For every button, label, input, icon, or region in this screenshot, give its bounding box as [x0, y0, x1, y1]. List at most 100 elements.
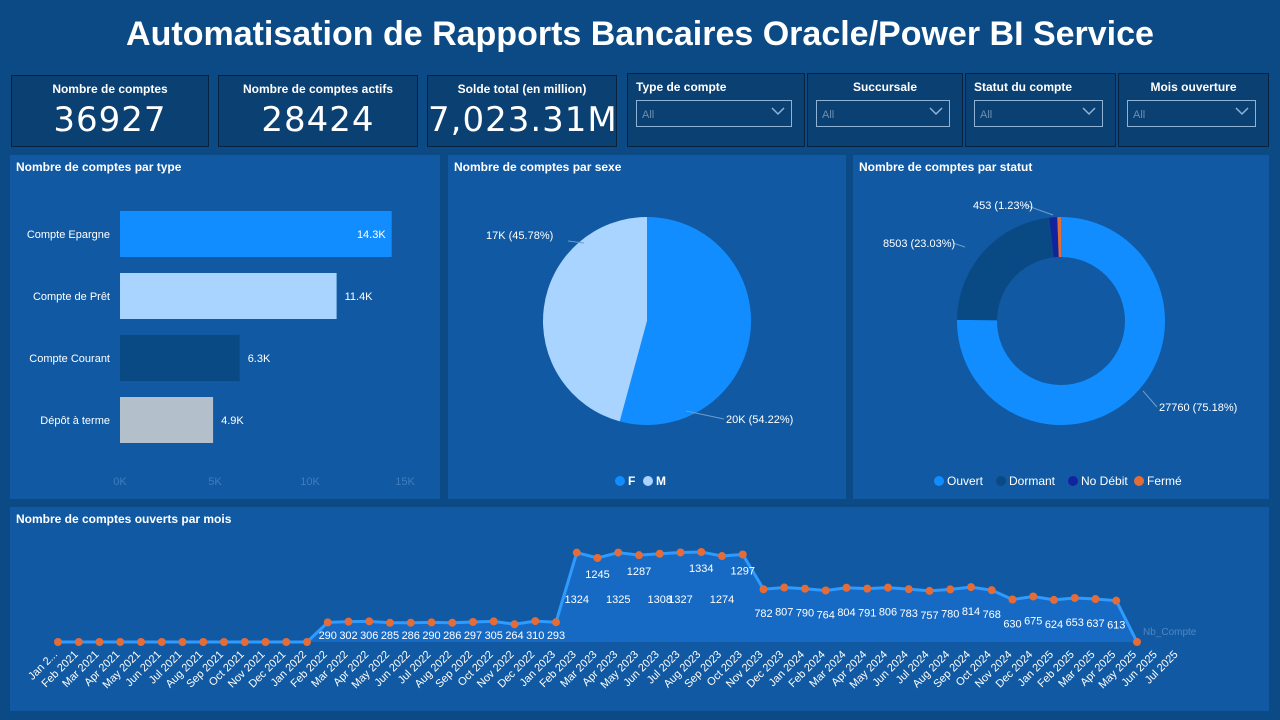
data-point: [386, 618, 394, 627]
panel-accounts-opened-by-month: Nombre de comptes ouverts par mois 290 30…: [10, 507, 1269, 711]
data-label: 1325: [606, 594, 630, 606]
data-point: [116, 638, 125, 646]
data-point: [282, 638, 291, 646]
legend-marker: [934, 476, 944, 486]
data-point: [1112, 596, 1121, 605]
data-point: [987, 586, 996, 595]
data-label: 1327: [668, 594, 692, 606]
donut-chart: 27760 (75.18%) 8503 (23.03%) 453 (1.23%) Ou…: [883, 200, 1237, 488]
page-title: Automatisation de Rapports Bancaires Ora…: [126, 14, 1154, 53]
data-label: 783: [900, 608, 918, 620]
data-label: 6.3K: [248, 353, 271, 365]
slicer-dropdown-account-type[interactable]: All: [636, 100, 792, 127]
slicer-value: All: [642, 109, 655, 121]
chevron-down-icon: [771, 107, 785, 116]
slicer-value: All: [1133, 109, 1146, 121]
leader-line: [685, 410, 725, 420]
data-point: [510, 620, 519, 629]
data-point: [655, 549, 664, 558]
slicer-dropdown-branch[interactable]: All: [816, 100, 950, 127]
data-label: 1287: [627, 566, 651, 578]
kpi-value: 28424: [261, 100, 375, 140]
slicer-dropdown-account-status[interactable]: All: [974, 100, 1103, 127]
legend-label: Fermé: [1147, 474, 1182, 488]
data-point: [904, 585, 913, 594]
data-point: [199, 638, 208, 646]
chevron-down-icon: [1082, 107, 1096, 116]
data-label: 768: [983, 609, 1001, 621]
kpi-card-total-balance[interactable]: Solde total (en million) 7,023.31M: [427, 75, 617, 147]
chart-title: Nombre de comptes ouverts par mois: [16, 512, 232, 526]
data-point: [780, 583, 789, 592]
x-tick-label: 10K: [300, 476, 320, 488]
data-point: [54, 638, 62, 646]
kpi-card-total-accounts[interactable]: Nombre de comptes 36927: [11, 75, 209, 147]
legend-label: Ouvert: [947, 474, 984, 488]
leader-line: [1142, 390, 1158, 408]
data-label: 637: [1086, 618, 1104, 630]
data-point: [801, 584, 809, 593]
legend-marker: [1134, 476, 1144, 486]
chart-title: Nombre de comptes par type: [16, 160, 182, 174]
x-tick-label: 0K: [113, 476, 127, 488]
data-label: 285: [381, 630, 399, 642]
data-label: 14.3K: [357, 229, 386, 241]
data-label: 1245: [585, 569, 609, 581]
data-label: 1334: [689, 563, 713, 575]
data-point: [738, 550, 747, 559]
panel-accounts-by-status: Nombre de comptes par statut 27760 (75.1…: [853, 155, 1269, 499]
slicer-value: All: [980, 109, 993, 121]
data-point: [531, 617, 540, 626]
data-point: [552, 618, 560, 627]
slicer-label: Type de compte: [636, 80, 727, 94]
data-point: [967, 583, 975, 592]
legend-label: F: [628, 474, 635, 488]
slicer-account-status: Statut du compte All: [965, 73, 1116, 147]
data-label: 293: [547, 630, 565, 642]
panel-accounts-by-type: Nombre de comptes par type Compte Epargn…: [10, 155, 440, 499]
data-point: [614, 548, 623, 557]
slicer-value: All: [822, 109, 835, 121]
data-point: [842, 583, 851, 592]
data-label: 757: [920, 610, 938, 622]
bar-chart: Compte Epargne 14.3K Compte de Prêt 11.4K Co…: [27, 211, 415, 488]
bar: [120, 335, 240, 381]
data-label: 17K (45.78%): [486, 230, 553, 242]
data-label: 8503 (23.03%): [883, 238, 955, 250]
data-label: 305: [485, 630, 503, 642]
data-label: 290: [422, 630, 440, 642]
data-point: [821, 586, 830, 595]
legend-label: No Débit: [1081, 474, 1128, 488]
data-point: [593, 554, 602, 563]
slicer-account-type: Type de compte All: [627, 73, 805, 147]
data-point: [157, 638, 166, 646]
data-label: 782: [754, 608, 772, 620]
slicer-dropdown-opening-month[interactable]: All: [1127, 100, 1256, 127]
data-point: [220, 638, 228, 646]
donut-slice: [957, 217, 1165, 425]
donut-slice: [957, 217, 1054, 321]
data-label: 1308: [648, 594, 672, 606]
x-tick-label: 5K: [208, 476, 222, 488]
data-label: 630: [1003, 618, 1021, 630]
data-point: [676, 548, 685, 557]
kpi-value: 7,023.31M: [428, 100, 618, 140]
area-fill: [58, 552, 1137, 642]
leader-line: [567, 240, 585, 244]
slicer-opening-month: Mois ouverture All: [1118, 73, 1269, 147]
data-point: [489, 617, 498, 626]
data-point: [427, 618, 436, 627]
data-point: [303, 638, 311, 646]
data-point: [365, 617, 374, 626]
data-point: [240, 638, 249, 646]
kpi-card-active-accounts[interactable]: Nombre de comptes actifs 28424: [218, 75, 418, 147]
data-point: [946, 585, 955, 594]
data-point: [469, 617, 477, 626]
data-label: 453 (1.23%): [973, 200, 1033, 212]
data-point: [74, 638, 83, 646]
pie-chart: 20K (54.22%) 17K (45.78%) F M: [486, 217, 793, 488]
data-point: [1050, 595, 1058, 604]
data-label: 613: [1107, 620, 1125, 632]
slicer-label: Succursale: [852, 80, 918, 94]
data-label: 11.4K: [345, 291, 374, 303]
